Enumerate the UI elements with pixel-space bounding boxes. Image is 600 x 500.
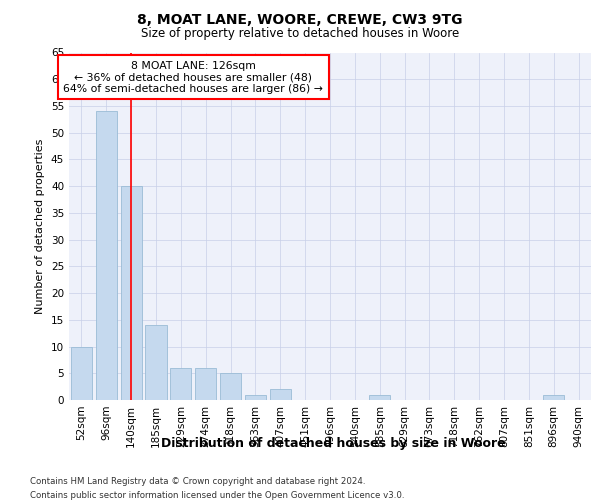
Bar xyxy=(170,368,191,400)
Y-axis label: Number of detached properties: Number of detached properties xyxy=(35,138,46,314)
Bar xyxy=(96,112,117,400)
Text: 8 MOAT LANE: 126sqm
← 36% of detached houses are smaller (48)
64% of semi-detach: 8 MOAT LANE: 126sqm ← 36% of detached ho… xyxy=(64,60,323,94)
Bar xyxy=(145,325,167,400)
Bar xyxy=(245,394,266,400)
Text: Contains HM Land Registry data © Crown copyright and database right 2024.: Contains HM Land Registry data © Crown c… xyxy=(30,478,365,486)
Text: Distribution of detached houses by size in Woore: Distribution of detached houses by size … xyxy=(161,438,505,450)
Bar xyxy=(220,374,241,400)
Text: Contains public sector information licensed under the Open Government Licence v3: Contains public sector information licen… xyxy=(30,491,404,500)
Text: 8, MOAT LANE, WOORE, CREWE, CW3 9TG: 8, MOAT LANE, WOORE, CREWE, CW3 9TG xyxy=(137,12,463,26)
Bar xyxy=(195,368,216,400)
Bar xyxy=(369,394,390,400)
Text: Size of property relative to detached houses in Woore: Size of property relative to detached ho… xyxy=(141,28,459,40)
Bar xyxy=(71,346,92,400)
Bar xyxy=(270,390,291,400)
Bar xyxy=(121,186,142,400)
Bar xyxy=(543,394,564,400)
